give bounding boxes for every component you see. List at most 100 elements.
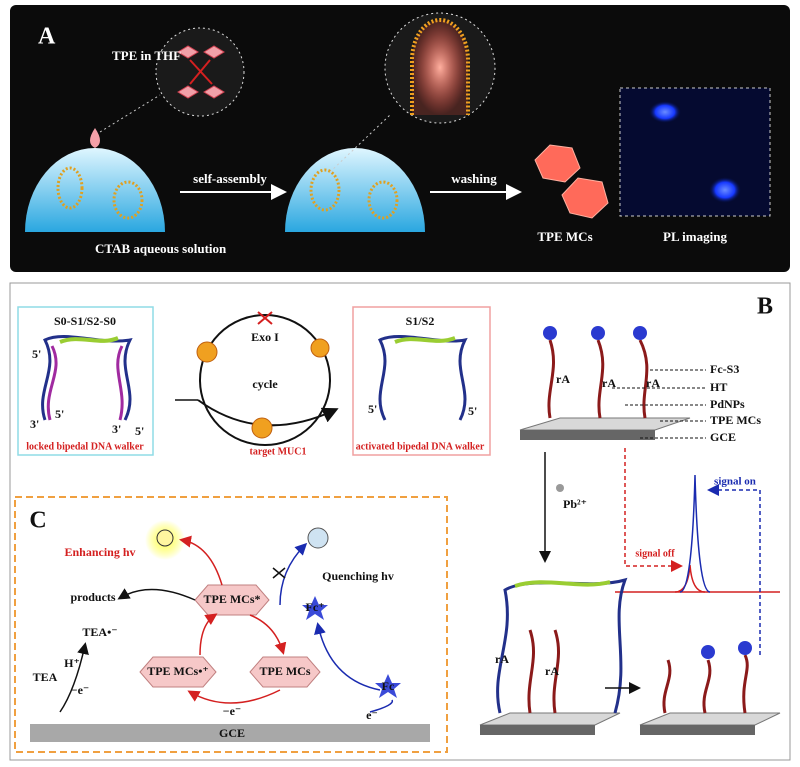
label: e⁻ (366, 708, 378, 722)
arrows-blue (279, 542, 394, 713)
dna-strand (59, 336, 119, 344)
label: GCE (219, 726, 245, 740)
label: rA (545, 664, 559, 678)
label-bg (243, 330, 287, 346)
arrows-black (59, 588, 196, 713)
label: rA (602, 376, 616, 390)
label: cycle (252, 377, 278, 391)
label: TPE MCs (710, 413, 761, 427)
dna-strand (394, 336, 456, 344)
panel-label: B (757, 294, 773, 320)
label: rA (556, 372, 570, 386)
electrode (640, 725, 755, 735)
label: TPE MCs* (204, 592, 261, 606)
label: TPE MCs (537, 229, 592, 244)
dna-strand (514, 580, 611, 588)
panel-label: A (38, 24, 56, 50)
micelle (309, 168, 341, 212)
arrow (707, 484, 761, 655)
dna-strands (662, 654, 749, 714)
bulb (307, 527, 329, 549)
label: target MUC1 (250, 446, 307, 457)
micelle (367, 180, 399, 220)
label: GCE (710, 430, 736, 444)
fc-stars (701, 641, 752, 659)
electrode (520, 430, 655, 440)
tpe-molecule (177, 45, 225, 99)
label: Fc⁺ (306, 600, 325, 614)
label: −e⁻ (223, 704, 242, 718)
end-label: 3' (30, 417, 39, 431)
label: TPE in THF (112, 48, 181, 63)
block-mark (272, 567, 286, 579)
caption: locked bipedal DNA walker (26, 441, 144, 452)
target-protein (251, 417, 273, 439)
target-protein (310, 338, 330, 358)
crystal (561, 177, 609, 219)
label: TPE MCs (260, 664, 311, 678)
label: PdNPs (710, 397, 745, 411)
micelle-zoom (410, 18, 470, 115)
label: Quenching hv (322, 569, 394, 583)
arrow (624, 448, 683, 572)
electrode (480, 725, 595, 735)
end-label: 5' (368, 402, 377, 416)
end-label: 5' (32, 347, 41, 361)
pl-spot (649, 101, 681, 123)
caption: activated bipedal DNA walker (356, 441, 485, 452)
dna-strands (527, 629, 560, 714)
end-label: 5' (135, 424, 144, 438)
solution-dome (285, 148, 425, 232)
end-label: 5' (468, 404, 477, 418)
zoom-line (329, 114, 391, 173)
dna-strands (547, 339, 649, 419)
scissors (257, 311, 273, 325)
panel-label: C (29, 508, 46, 534)
signal-on-peak (679, 474, 711, 593)
label: washing (451, 171, 497, 186)
label: rA (646, 376, 660, 390)
label: TEA (33, 670, 58, 684)
label: S1/S2 (406, 314, 435, 328)
label: signal on (714, 476, 756, 488)
label: signal off (635, 548, 675, 559)
arrows-red (179, 535, 287, 704)
label: CTAB aqueous solution (95, 241, 227, 256)
micelle (56, 166, 84, 210)
micelle (112, 180, 144, 220)
label: H⁺ (64, 656, 80, 670)
cycle-circle (199, 314, 331, 446)
ion (556, 484, 564, 492)
box (17, 306, 154, 456)
label: PL imaging (663, 229, 727, 244)
panel-c-border (14, 496, 448, 753)
crystal (534, 144, 581, 183)
label: S0-S1/S2-S0 (54, 314, 116, 328)
end-label: 5' (55, 407, 64, 421)
fc-stars (543, 326, 647, 340)
hexagon (139, 656, 217, 688)
fc-star (302, 596, 328, 620)
dna-strand (46, 345, 124, 421)
label: Enhancing hv (64, 545, 135, 559)
hexagon (249, 656, 321, 688)
bulb (156, 529, 174, 547)
label: Fc-S3 (710, 362, 739, 376)
label: self-assembly (193, 171, 267, 186)
target-protein (196, 341, 218, 363)
pl-spot (709, 177, 741, 203)
fc-star (375, 674, 401, 698)
label: products (70, 590, 115, 604)
label: Pb²⁺ (563, 497, 587, 511)
end-label: 3' (112, 422, 121, 436)
label: HT (710, 380, 727, 394)
pl-image (619, 87, 771, 217)
electrode (30, 724, 430, 742)
solution-dome (25, 148, 165, 232)
droplet (90, 128, 100, 148)
zoom-line (99, 94, 161, 133)
label: TEA•⁻ (82, 625, 117, 639)
box (352, 306, 491, 456)
